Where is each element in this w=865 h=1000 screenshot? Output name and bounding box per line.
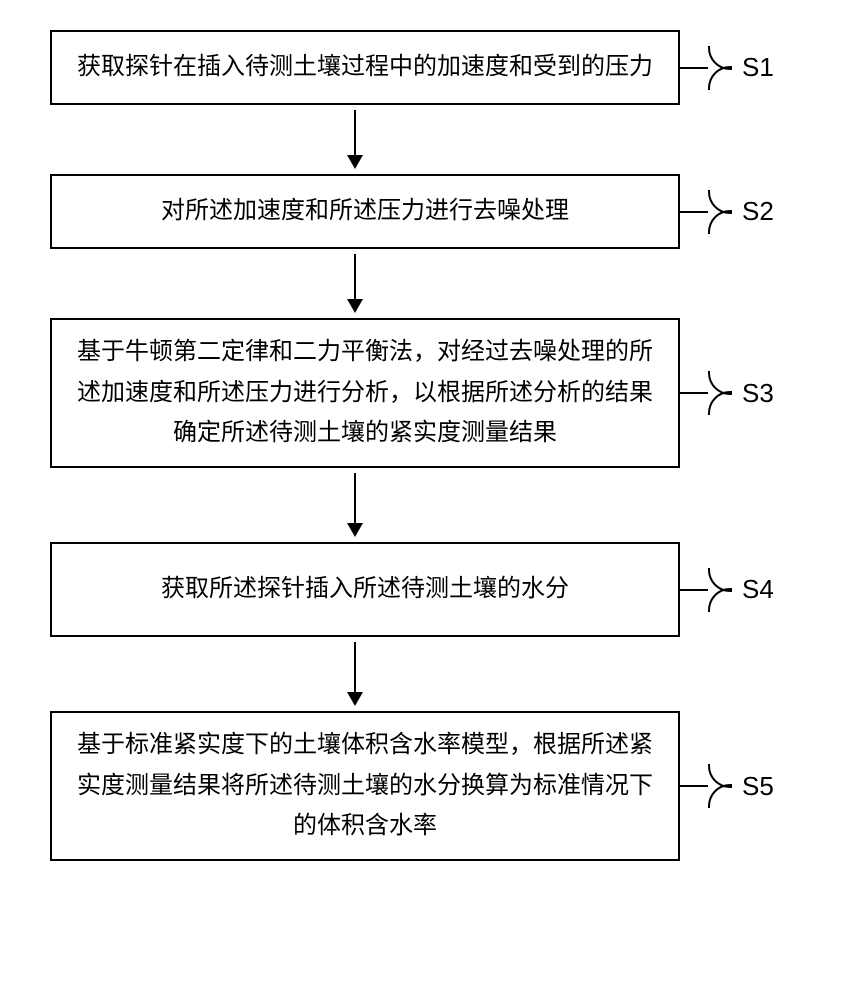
connector-line-s4 (680, 589, 708, 591)
step-box-s4: 获取所述探针插入所述待测土壤的水分 (50, 542, 680, 637)
step-box-s1: 获取探针在插入待测土壤过程中的加速度和受到的压力 (50, 30, 680, 105)
step-row-2: 对所述加速度和所述压力进行去噪处理 S2 (50, 174, 815, 249)
step-row-4: 获取所述探针插入所述待测土壤的水分 S4 (50, 542, 815, 637)
label-group-s4: S4 (680, 568, 774, 612)
arrow-head-icon (347, 523, 363, 537)
step-text-s3: 基于牛顿第二定律和二力平衡法，对经过去噪处理的所述加速度和所述压力进行分析，以根… (72, 332, 658, 454)
step-box-s3: 基于牛顿第二定律和二力平衡法，对经过去噪处理的所述加速度和所述压力进行分析，以根… (50, 318, 680, 468)
arrow-s4-s5 (347, 642, 363, 706)
connector-line-s5 (680, 785, 708, 787)
step-row-3: 基于牛顿第二定律和二力平衡法，对经过去噪处理的所述加速度和所述压力进行分析，以根… (50, 318, 815, 468)
arrow-head-icon (347, 155, 363, 169)
curve-connector-s5 (708, 764, 730, 808)
connector-line-s1 (680, 67, 708, 69)
connector-line-s3 (680, 392, 708, 394)
label-group-s2: S2 (680, 190, 774, 234)
connector-line-s2 (680, 211, 708, 213)
arrow-line-2 (354, 254, 356, 299)
step-label-s3: S3 (742, 378, 774, 409)
step-box-s5: 基于标准紧实度下的土壤体积含水率模型，根据所述紧实度测量结果将所述待测土壤的水分… (50, 711, 680, 861)
step-text-s5: 基于标准紧实度下的土壤体积含水率模型，根据所述紧实度测量结果将所述待测土壤的水分… (72, 725, 658, 847)
arrow-s2-s3 (347, 254, 363, 313)
arrow-s1-s2 (347, 110, 363, 169)
arrow-head-icon (347, 299, 363, 313)
arrow-line-3 (354, 473, 356, 523)
step-label-s2: S2 (742, 196, 774, 227)
label-group-s1: S1 (680, 46, 774, 90)
curve-connector-s4 (708, 568, 730, 612)
flowchart-container: 获取探针在插入待测土壤过程中的加速度和受到的压力 S1 对所述加速度和所述压力进… (0, 0, 865, 891)
step-text-s1: 获取探针在插入待测土壤过程中的加速度和受到的压力 (77, 47, 653, 88)
label-group-s3: S3 (680, 371, 774, 415)
step-label-s5: S5 (742, 771, 774, 802)
step-text-s4: 获取所述探针插入所述待测土壤的水分 (161, 569, 569, 610)
curve-connector-s2 (708, 190, 730, 234)
arrow-head-icon (347, 692, 363, 706)
step-row-1: 获取探针在插入待测土壤过程中的加速度和受到的压力 S1 (50, 30, 815, 105)
step-label-s4: S4 (742, 574, 774, 605)
arrow-line-4 (354, 642, 356, 692)
step-row-5: 基于标准紧实度下的土壤体积含水率模型，根据所述紧实度测量结果将所述待测土壤的水分… (50, 711, 815, 861)
arrow-line-1 (354, 110, 356, 155)
step-text-s2: 对所述加速度和所述压力进行去噪处理 (161, 191, 569, 232)
label-group-s5: S5 (680, 764, 774, 808)
curve-connector-s1 (708, 46, 730, 90)
curve-connector-s3 (708, 371, 730, 415)
step-label-s1: S1 (742, 52, 774, 83)
step-box-s2: 对所述加速度和所述压力进行去噪处理 (50, 174, 680, 249)
arrow-s3-s4 (347, 473, 363, 537)
